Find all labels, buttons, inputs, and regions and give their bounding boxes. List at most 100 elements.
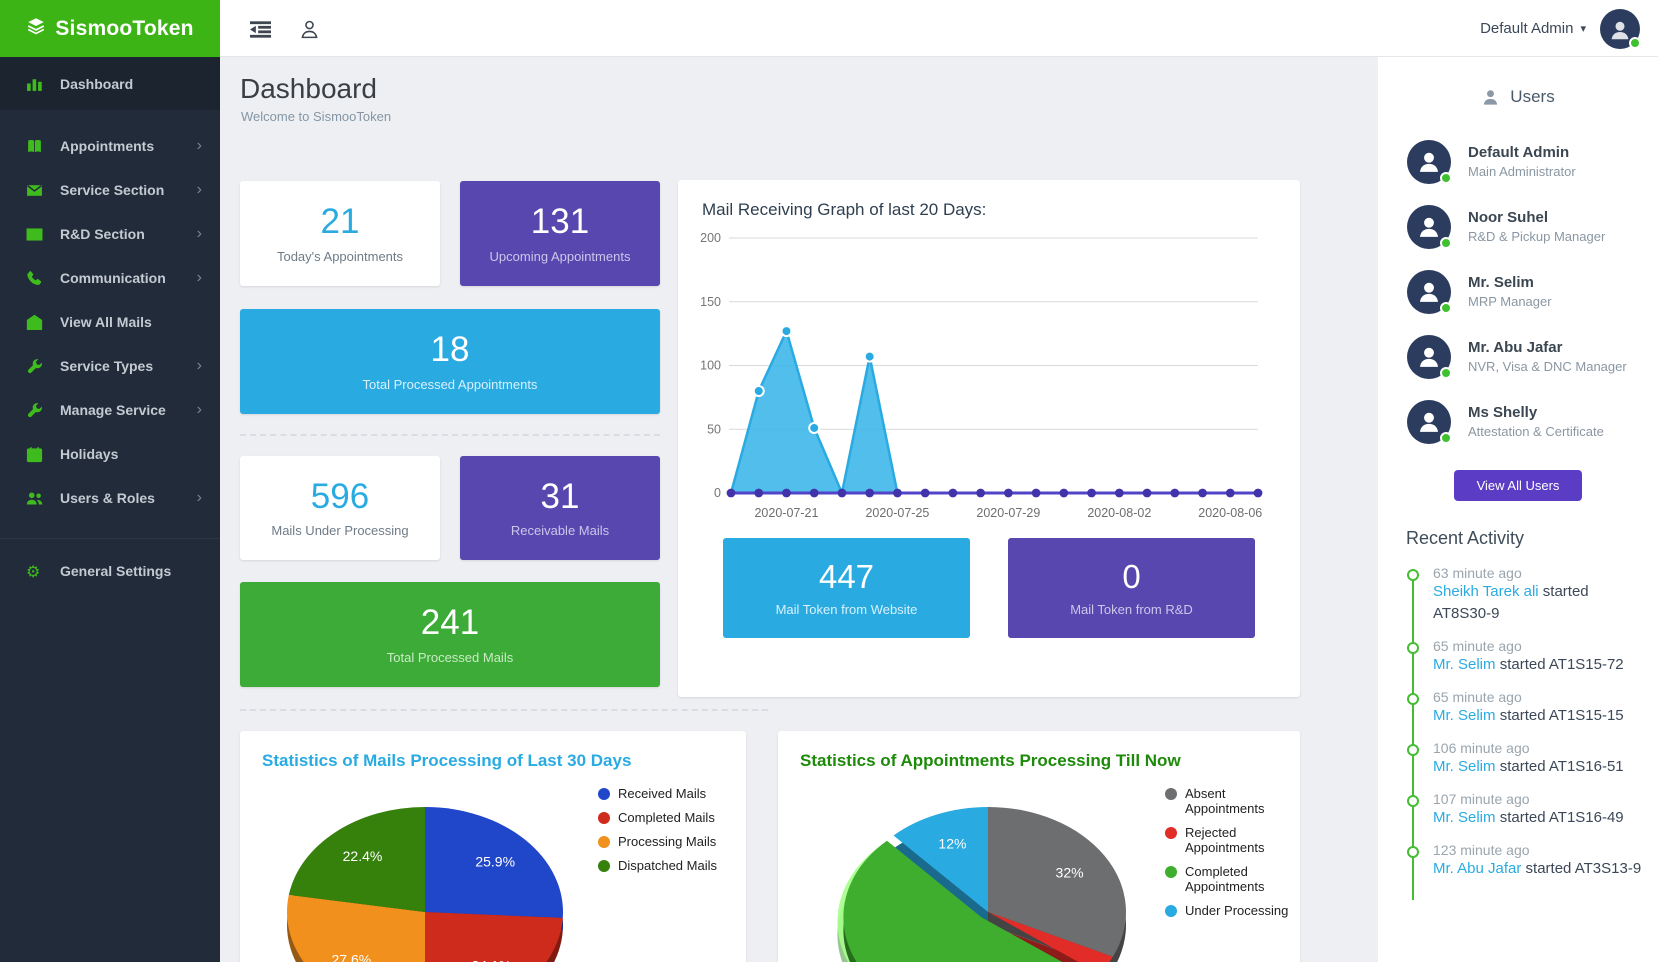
user-name: Mr. Selim	[1468, 274, 1534, 291]
legend-item: Received Mails	[598, 786, 726, 802]
sidebar-item-appointments[interactable]: Appointments ›	[0, 124, 220, 168]
view-all-users-button[interactable]: View All Users	[1454, 470, 1582, 501]
sidebar-item-communication[interactable]: Communication ›	[0, 256, 220, 300]
user-role: NVR, Visa & DNC Manager	[1468, 359, 1627, 374]
activity-actor-link[interactable]: Mr. Selim	[1433, 758, 1496, 775]
person-icon	[1484, 89, 1498, 105]
svg-text:0: 0	[714, 486, 721, 500]
activity-actor-link[interactable]: Mr. Selim	[1433, 656, 1496, 673]
svg-text:100: 100	[700, 359, 721, 373]
user-name: Ms Shelly	[1468, 404, 1538, 421]
svg-text:2020-07-25: 2020-07-25	[865, 506, 929, 520]
user-name: Mr. Abu Jafar	[1468, 339, 1563, 356]
pie-slice-label: 24.1%	[471, 957, 511, 962]
wrench-icon	[26, 358, 43, 375]
svg-text:50: 50	[707, 422, 721, 436]
legend-color-dot	[1165, 788, 1177, 800]
activity-action: started AT1S16-51	[1499, 758, 1624, 775]
user-row-default-admin[interactable]: Default Admin Main Administrator	[1378, 129, 1658, 194]
user-role: Main Administrator	[1468, 164, 1576, 179]
legend-color-dot	[598, 788, 610, 800]
phone-icon	[26, 270, 43, 287]
online-status-dot	[1629, 37, 1641, 49]
sidebar-item-dashboard[interactable]: Dashboard	[0, 57, 220, 110]
token-value: 0	[1122, 557, 1141, 595]
activity-actor-link[interactable]: Mr. Abu Jafar	[1433, 860, 1522, 877]
chevron-right-icon: ›	[196, 401, 202, 418]
sidebar-item-r-d-section[interactable]: R&D Section ›	[0, 212, 220, 256]
sidebar-item-general-settings[interactable]: ⚙ General Settings	[0, 549, 220, 593]
pie-slice-label: 32%	[1056, 865, 1084, 881]
activity-actor-link[interactable]: Sheikh Tarek ali	[1433, 583, 1539, 600]
activity-action: started AT3S13-9	[1525, 860, 1642, 877]
activity-actor-link[interactable]: Mr. Selim	[1433, 809, 1496, 826]
token-label: Mail Token from R&D	[1070, 602, 1193, 618]
stat-label: Today's Appointments	[276, 248, 404, 264]
topbar-avatar[interactable]	[1600, 9, 1641, 49]
activity-item: 63 minute ago Sheikh Tarek ali started AT…	[1407, 565, 1658, 625]
stat-label: Upcoming Appointments	[489, 248, 631, 264]
user-row-ms-shelly[interactable]: Ms Shelly Attestation & Certificate	[1378, 389, 1658, 454]
left-sidebar: Dashboard Appointments › Service Section › R&…	[0, 57, 220, 962]
activity-action: started AT1S15-15	[1499, 707, 1624, 724]
user-avatar	[1407, 139, 1452, 184]
sidebar-toggle-icon[interactable]	[247, 16, 273, 42]
sidebar-item-users-roles[interactable]: Users & Roles ›	[0, 476, 220, 520]
users-panel-header: Users	[1378, 87, 1658, 107]
brand-logo[interactable]: SismooToken	[0, 0, 220, 57]
sidebar-item-service-types[interactable]: Service Types ›	[0, 344, 220, 388]
online-status-dot	[1440, 366, 1452, 379]
stat-value: 18	[430, 330, 470, 370]
stat-value: 131	[530, 202, 590, 242]
user-outline-icon[interactable]	[296, 16, 322, 42]
mail-receiving-chart: 0 50 100 150 200 2020-07-21 2020-07-25 2020-07-…	[700, 231, 1263, 520]
book-icon	[26, 138, 43, 155]
online-status-dot	[1440, 236, 1452, 249]
user-avatar	[1407, 399, 1452, 444]
legend-label: Under Processing	[1185, 902, 1289, 918]
sidebar-item-manage-service[interactable]: Manage Service ›	[0, 388, 220, 432]
envelope-filled-icon	[26, 182, 43, 199]
sidebar-item-view-all-mails[interactable]: View All Mails	[0, 300, 220, 344]
stat-value: 21	[320, 202, 360, 242]
bar-chart-icon	[26, 75, 43, 92]
pie-slice-label: 27.6%	[331, 952, 371, 962]
stat-label: Mails Under Processing	[271, 523, 409, 539]
token-card-mail-token-from-website: 447 Mail Token from Website	[723, 538, 970, 638]
user-row-noor-suhel[interactable]: Noor Suhel R&D & Pickup Manager	[1378, 194, 1658, 259]
dashed-divider	[240, 434, 660, 436]
caret-down-icon: ▾	[1580, 23, 1586, 35]
recent-activity-title: Recent Activity	[1406, 528, 1525, 548]
sidebar-item-label: Dashboard	[60, 75, 134, 92]
pie-slice-label: 25.9%	[475, 854, 515, 870]
token-card-mail-token-from-r-d: 0 Mail Token from R&D	[1008, 538, 1255, 638]
legend-color-dot	[1165, 904, 1177, 917]
sidebar-item-label: Holidays	[60, 446, 119, 462]
layers-icon	[26, 16, 46, 41]
sidebar-item-label: Appointments	[60, 138, 155, 154]
svg-text:2020-07-29: 2020-07-29	[976, 506, 1040, 520]
users-icon	[26, 490, 43, 507]
pie-slice-label: 22.4%	[343, 848, 383, 864]
chevron-right-icon: ›	[196, 357, 202, 374]
user-menu[interactable]: Default Admin ▾	[1480, 0, 1586, 57]
sidebar-item-service-section[interactable]: Service Section ›	[0, 168, 220, 212]
chevron-right-icon: ›	[196, 181, 202, 198]
user-menu-label: Default Admin	[1480, 20, 1574, 37]
activity-item: 65 minute ago Mr. Selim started AT1S15-15	[1407, 689, 1658, 727]
svg-text:2020-07-21: 2020-07-21	[754, 506, 818, 520]
right-sidebar: Users Default Admin Main Administrator Noo…	[1378, 57, 1658, 962]
activity-action: started AT8S30-9	[1433, 583, 1589, 622]
activity-actor-link[interactable]: Mr. Selim	[1433, 707, 1496, 724]
user-row-mr-abu-jafar[interactable]: Mr. Abu Jafar NVR, Visa & DNC Manager	[1378, 324, 1658, 389]
sidebar-item-holidays[interactable]: Holidays	[0, 432, 220, 476]
svg-text:150: 150	[700, 295, 721, 309]
user-row-mr-selim[interactable]: Mr. Selim MRP Manager	[1378, 259, 1658, 324]
legend-item: Completed Appointments	[1165, 864, 1293, 895]
stat-card-mails-under-processing: 596 Mails Under Processing	[240, 456, 440, 560]
stat-card-upcoming-appointments: 131 Upcoming Appointments	[460, 181, 660, 286]
appointments-pie-panel: Statistics of Appointments Processing Ti…	[778, 731, 1300, 962]
activity-item: 106 minute ago Mr. Selim started AT1S16-5…	[1407, 740, 1658, 778]
sidebar-item-label: Users & Roles	[60, 490, 155, 506]
